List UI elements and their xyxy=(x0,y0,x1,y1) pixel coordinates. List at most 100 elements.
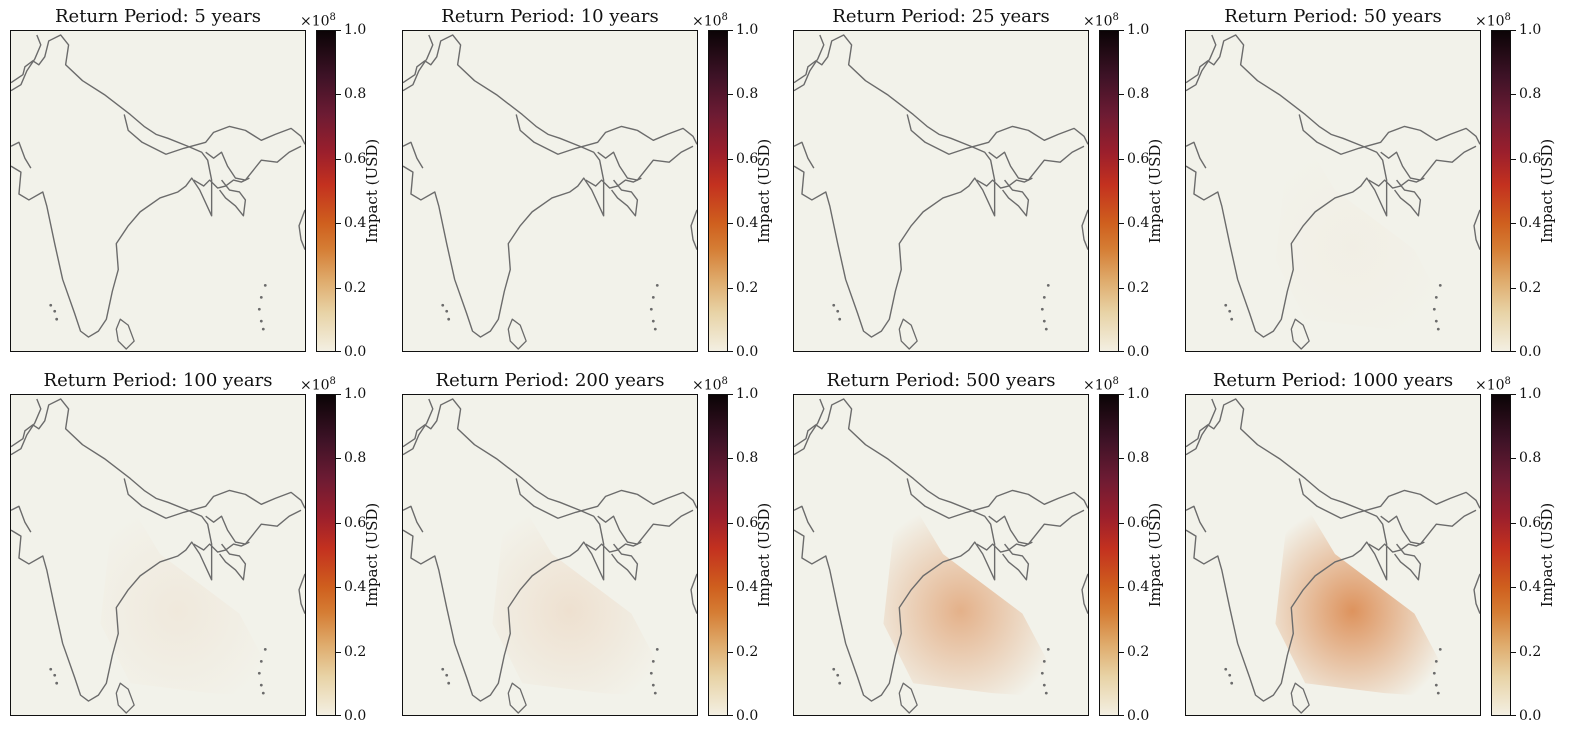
colorbar xyxy=(1491,30,1511,352)
country-borders xyxy=(1186,398,1480,714)
colorbar-tick-label: 1.0 xyxy=(736,22,759,38)
colorbar-tick-label: 1.0 xyxy=(736,386,759,402)
colorbar-tick xyxy=(336,651,341,653)
colorbar-tick xyxy=(1511,394,1516,395)
colorbar-tick xyxy=(728,94,733,96)
colorbar-tick-label: 0.6 xyxy=(1127,514,1150,531)
colorbar-tick xyxy=(1119,223,1124,225)
panel-title: Return Period: 200 years xyxy=(435,370,665,391)
map-area xyxy=(402,30,698,352)
colorbar-tick-label: 0.6 xyxy=(736,150,759,167)
map-panel: Return Period: 10 years ×108 0.0 0.2 0.4 0.6 0… xyxy=(392,0,782,360)
map-area xyxy=(1185,394,1481,716)
colorbar-tick-label: 0.0 xyxy=(1519,344,1542,360)
colorbar-tick-label: 0.4 xyxy=(736,215,759,232)
colorbar-tick-label: 1.0 xyxy=(1127,386,1150,402)
colorbar-label: Impact (USD) xyxy=(1146,502,1164,608)
colorbar xyxy=(316,30,336,352)
exponent-power: 8 xyxy=(1504,376,1511,387)
colorbar-tick xyxy=(336,94,341,96)
country-borders xyxy=(794,34,1088,350)
colorbar-tick xyxy=(336,587,341,589)
colorbar-tick xyxy=(1119,587,1124,589)
colorbar-tick-label: 0.0 xyxy=(1127,344,1150,360)
country-borders xyxy=(11,34,305,350)
colorbar-tick-label: 0.4 xyxy=(344,215,367,232)
colorbar-tick xyxy=(336,158,341,160)
colorbar xyxy=(708,394,728,716)
colorbar-label: Impact (USD) xyxy=(363,138,381,244)
colorbar-tick xyxy=(336,30,341,31)
impact-hotspot xyxy=(492,504,677,699)
colorbar-tick xyxy=(1119,651,1124,653)
colorbar-exponent: ×108 xyxy=(1475,376,1511,394)
exponent-base: ×10 xyxy=(1475,13,1505,30)
colorbar-tick xyxy=(1119,158,1124,160)
exponent-base: ×10 xyxy=(1083,13,1113,30)
colorbar-tick xyxy=(1511,223,1516,225)
colorbar-tick-label: 0.6 xyxy=(344,514,367,531)
colorbar-tick-label: 0.8 xyxy=(1127,86,1150,103)
colorbar-tick xyxy=(1511,94,1516,96)
colorbar-tick-label: 0.2 xyxy=(1127,279,1150,296)
colorbar xyxy=(1099,394,1119,716)
colorbar-tick xyxy=(1511,522,1516,524)
colorbar-tick xyxy=(1119,522,1124,524)
map-area xyxy=(10,394,306,716)
impact-hotspot xyxy=(100,504,285,699)
colorbar-tick-label: 0.4 xyxy=(344,579,367,596)
colorbar-tick xyxy=(336,522,341,524)
panel-title: Return Period: 25 years xyxy=(832,6,1050,27)
colorbar-tick-label: 1.0 xyxy=(344,386,367,402)
impact-hotspot xyxy=(883,504,1068,699)
colorbar-tick xyxy=(728,223,733,225)
colorbar-tick xyxy=(1511,587,1516,589)
colorbar-tick xyxy=(336,287,341,289)
country-borders xyxy=(403,398,697,714)
colorbar xyxy=(1099,30,1119,352)
colorbar-tick-label: 0.2 xyxy=(1519,279,1542,296)
colorbar-tick xyxy=(1511,715,1516,716)
colorbar-tick-label: 0.8 xyxy=(344,86,367,103)
colorbar-tick-label: 0.2 xyxy=(344,643,367,660)
colorbar-tick-label: 0.6 xyxy=(1127,150,1150,167)
colorbar-tick-label: 1.0 xyxy=(1519,22,1542,38)
colorbar-tick-label: 0.8 xyxy=(1127,450,1150,467)
colorbar-exponent: ×108 xyxy=(1083,376,1119,394)
colorbar-tick xyxy=(1511,351,1516,352)
colorbar-tick xyxy=(1119,30,1124,31)
colorbar-label: Impact (USD) xyxy=(363,502,381,608)
colorbar-tick-label: 0.0 xyxy=(344,708,367,724)
colorbar-tick-label: 0.2 xyxy=(736,279,759,296)
colorbar-tick xyxy=(1511,30,1516,31)
exponent-power: 8 xyxy=(1112,376,1119,387)
colorbar-tick-label: 0.0 xyxy=(344,344,367,360)
colorbar-tick xyxy=(728,458,733,460)
panel-title: Return Period: 50 years xyxy=(1224,6,1442,27)
exponent-base: ×10 xyxy=(300,13,330,30)
colorbar-tick xyxy=(728,715,733,716)
exponent-base: ×10 xyxy=(1083,377,1113,394)
colorbar-exponent: ×108 xyxy=(1475,12,1511,30)
colorbar-tick-label: 0.0 xyxy=(1127,708,1150,724)
impact-hotspot xyxy=(1275,504,1460,699)
colorbar-tick xyxy=(728,158,733,160)
country-borders xyxy=(1186,34,1480,350)
exponent-power: 8 xyxy=(1504,12,1511,23)
colorbar-label: Impact (USD) xyxy=(1146,138,1164,244)
map-panel: Return Period: 1000 years ×108 0.0 0.2 0.4 0.… xyxy=(1175,364,1565,724)
panel-title: Return Period: 500 years xyxy=(826,370,1056,391)
colorbar-tick-label: 0.4 xyxy=(1127,579,1150,596)
colorbar-tick-label: 0.6 xyxy=(344,150,367,167)
exponent-base: ×10 xyxy=(692,377,722,394)
map-panel: Return Period: 25 years ×108 0.0 0.2 0.4 0.6 0… xyxy=(783,0,1173,360)
map-area xyxy=(1185,30,1481,352)
colorbar-tick-label: 0.4 xyxy=(1519,215,1542,232)
colorbar xyxy=(1491,394,1511,716)
colorbar xyxy=(708,30,728,352)
colorbar-tick-label: 0.8 xyxy=(736,450,759,467)
colorbar-label: Impact (USD) xyxy=(1538,138,1556,244)
map-panel: Return Period: 5 years ×108 0.0 0.2 0.4 0.6 0.… xyxy=(0,0,390,360)
colorbar-exponent: ×108 xyxy=(300,12,336,30)
panel-title: Return Period: 5 years xyxy=(55,6,261,27)
